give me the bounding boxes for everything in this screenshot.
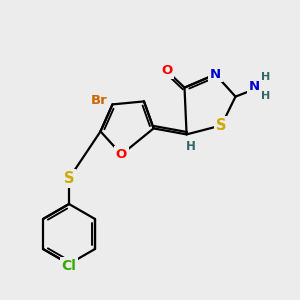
- Text: O: O: [161, 64, 172, 77]
- Text: H: H: [186, 140, 196, 154]
- Text: N: N: [248, 80, 260, 93]
- Text: H: H: [262, 72, 271, 82]
- Text: N: N: [210, 68, 221, 81]
- Text: S: S: [64, 171, 74, 186]
- Text: H: H: [262, 91, 271, 101]
- Text: S: S: [216, 118, 227, 133]
- Text: O: O: [116, 148, 127, 161]
- Text: Cl: Cl: [61, 259, 76, 272]
- Text: Br: Br: [91, 94, 107, 107]
